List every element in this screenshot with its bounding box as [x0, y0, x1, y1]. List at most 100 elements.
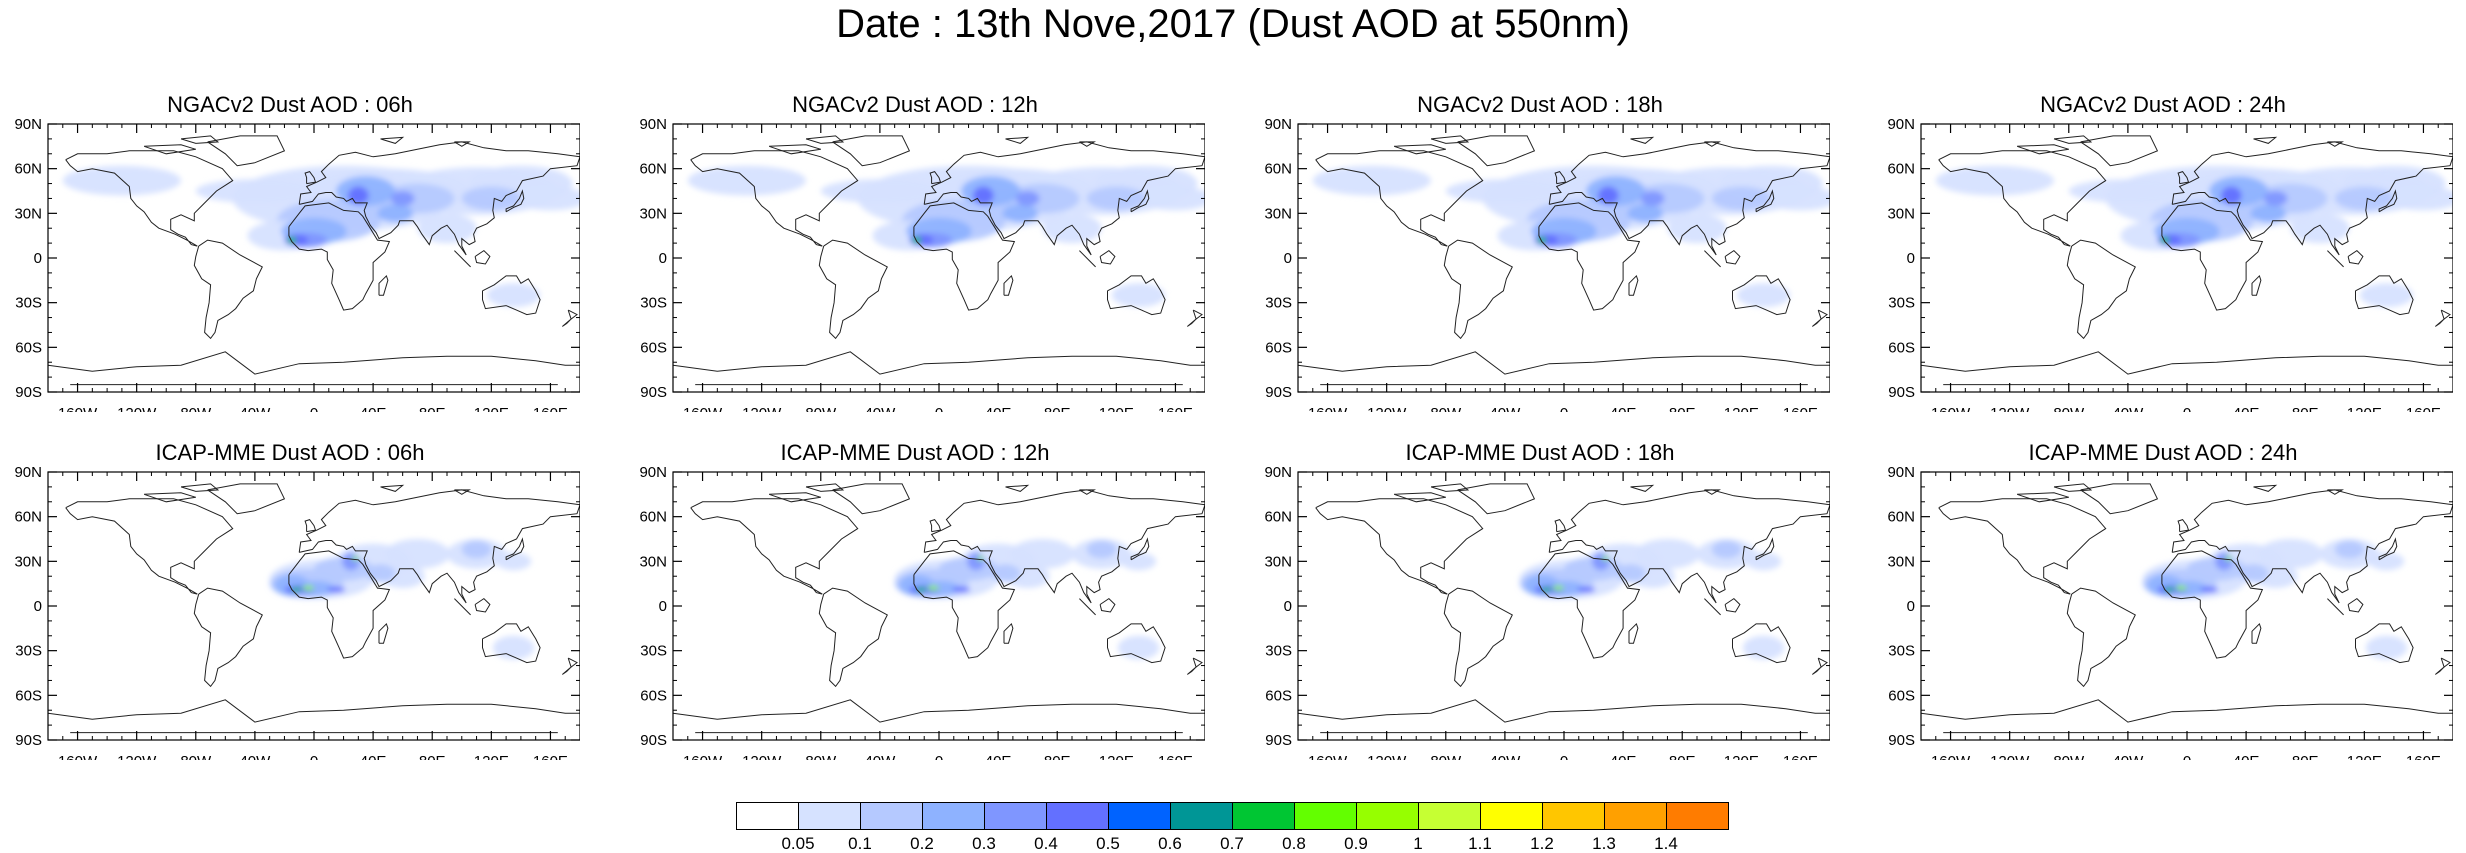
- colorbar-tick-label: 0.05: [781, 834, 815, 853]
- colorbar-cell: [1232, 802, 1295, 830]
- dust-aod-field: [1745, 552, 1782, 571]
- coastline: [2177, 171, 2190, 185]
- coastline: [1732, 623, 1791, 664]
- coastline: [2251, 274, 2262, 296]
- colorbar-cell: [736, 802, 799, 830]
- coastline: [1457, 135, 1536, 167]
- coastline: [1724, 249, 1741, 265]
- coastline: [561, 318, 572, 327]
- lon-tick-label: 40E: [1610, 753, 1637, 760]
- dust-aod-field: [62, 165, 182, 196]
- lon-tick-label: 40W: [2112, 753, 2144, 760]
- lat-tick-label: 30S: [15, 295, 42, 312]
- dust-aod-field: [1537, 237, 1547, 244]
- lon-tick-label: 160W: [1931, 405, 1971, 412]
- lon-tick-label: 120W: [742, 753, 782, 760]
- lat-tick-label: 90S: [640, 732, 667, 749]
- map-panel: 90N 60N 30N 0 30S 60S 90S 160W 120W 80W 40W 0 40E 80E…: [1873, 440, 2453, 760]
- coastline: [2053, 483, 2093, 492]
- coastline: [48, 699, 580, 723]
- dust-aod-field: [2175, 585, 2187, 591]
- lon-tick-label: 160W: [58, 753, 98, 760]
- colorbar-tick-label: 0.8: [1282, 834, 1306, 853]
- map-panel: 90N 60N 30N 0 30S 60S 90S 160W 120W 80W 40W 0 40E 80E…: [1250, 92, 1830, 412]
- lat-tick-label: 30N: [14, 205, 42, 222]
- coastline: [380, 484, 405, 492]
- lat-tick-label: 30N: [1264, 205, 1292, 222]
- coastline: [1003, 622, 1014, 644]
- colorbar-tick-label: 1.1: [1468, 834, 1492, 853]
- colorbar-tick-label: 0.5: [1096, 834, 1120, 853]
- coastline: [298, 489, 580, 604]
- coastline: [561, 666, 572, 675]
- coastline: [482, 275, 541, 316]
- coastline: [1548, 141, 1830, 256]
- coastline: [1192, 309, 1203, 320]
- lon-tick-label: 0: [935, 753, 943, 760]
- dust-aod-field: [417, 213, 477, 244]
- lat-tick-label: 90S: [1265, 732, 1292, 749]
- colorbar-tick-label: 0.7: [1220, 834, 1244, 853]
- lat-tick-label: 90S: [15, 732, 42, 749]
- dust-aod-field: [1541, 587, 1551, 592]
- panel-title: ICAP-MME Dust AOD : 18h: [1405, 440, 1675, 465]
- map-panel: 90N 60N 30N 0 30S 60S 90S 160W 120W 80W 40W 0 40E 80E…: [625, 92, 1205, 412]
- coastline: [2327, 250, 2344, 268]
- lon-tick-label: 160W: [683, 405, 723, 412]
- map-frame: [672, 123, 1205, 393]
- lat-tick-label: 0: [1907, 598, 1915, 615]
- lat-tick-label: 90S: [15, 384, 42, 401]
- figure-title: Date : 13th Nove,2017 (Dust AOD at 550nm…: [836, 2, 1630, 46]
- dust-aod-field: [687, 165, 806, 196]
- lon-tick-label: 80W: [180, 405, 212, 412]
- lon-tick-label: 40E: [360, 753, 387, 760]
- lat-tick-label: 30N: [1887, 205, 1915, 222]
- lat-tick-label: 30S: [640, 643, 667, 660]
- lon-tick-label: 160W: [683, 753, 723, 760]
- coastline: [2434, 318, 2445, 327]
- coastline: [673, 351, 1205, 375]
- lon-tick-label: 80W: [2053, 405, 2085, 412]
- dust-aod-field: [1009, 539, 1075, 569]
- lat-tick-label: 30S: [15, 643, 42, 660]
- lon-tick-label: 40W: [2112, 405, 2144, 412]
- lat-tick-label: 60S: [640, 339, 667, 356]
- lat-tick-label: 30S: [1888, 295, 1915, 312]
- coastline: [454, 598, 471, 616]
- lon-tick-label: 80E: [1669, 753, 1696, 760]
- lon-tick-label: 40E: [1610, 405, 1637, 412]
- coastline: [1704, 250, 1721, 268]
- map-frame: [1920, 471, 2453, 741]
- dust-aod-field: [486, 283, 541, 308]
- world-map: 90N 60N 30N 0 30S 60S 90S 160W 120W 80W 40W 0 40E 80E…: [1264, 464, 1830, 760]
- coastline: [2161, 550, 2264, 659]
- map-panel: 90N 60N 30N 0 30S 60S 90S 160W 120W 80W 40W 0 40E 80E…: [1250, 440, 1830, 760]
- dust-aod-field: [1592, 552, 1610, 571]
- coastline: [832, 483, 911, 515]
- coastline: [2253, 484, 2278, 492]
- coastline: [180, 135, 220, 144]
- lat-tick-label: 60N: [1887, 161, 1915, 178]
- coastline: [2440, 657, 2451, 668]
- dust-aod-field: [1111, 283, 1166, 308]
- colorbar-cell: [798, 802, 861, 830]
- coastline: [143, 492, 196, 503]
- coastline: [1003, 274, 1014, 296]
- coastline: [1107, 623, 1166, 664]
- colorbar-tick-label: 0.6: [1158, 834, 1182, 853]
- lon-tick-label: 120W: [1367, 405, 1407, 412]
- lon-tick-label: 160E: [533, 405, 568, 412]
- panel-title: NGACv2 Dust AOD : 06h: [167, 92, 413, 117]
- lat-tick-label: 30N: [1887, 553, 1915, 570]
- colorbar-tick-label: 0.9: [1344, 834, 1368, 853]
- lat-tick-label: 90N: [639, 116, 667, 133]
- lon-tick-label: 80E: [419, 753, 446, 760]
- dust-aod-field: [916, 587, 926, 592]
- lon-tick-label: 0: [2183, 753, 2191, 760]
- coastline: [454, 489, 472, 495]
- coastline: [304, 171, 317, 185]
- coastline: [1393, 144, 1446, 155]
- colorbar-cell: [984, 802, 1047, 830]
- dust-aod-field: [2164, 587, 2174, 592]
- lat-tick-label: 90N: [639, 464, 667, 481]
